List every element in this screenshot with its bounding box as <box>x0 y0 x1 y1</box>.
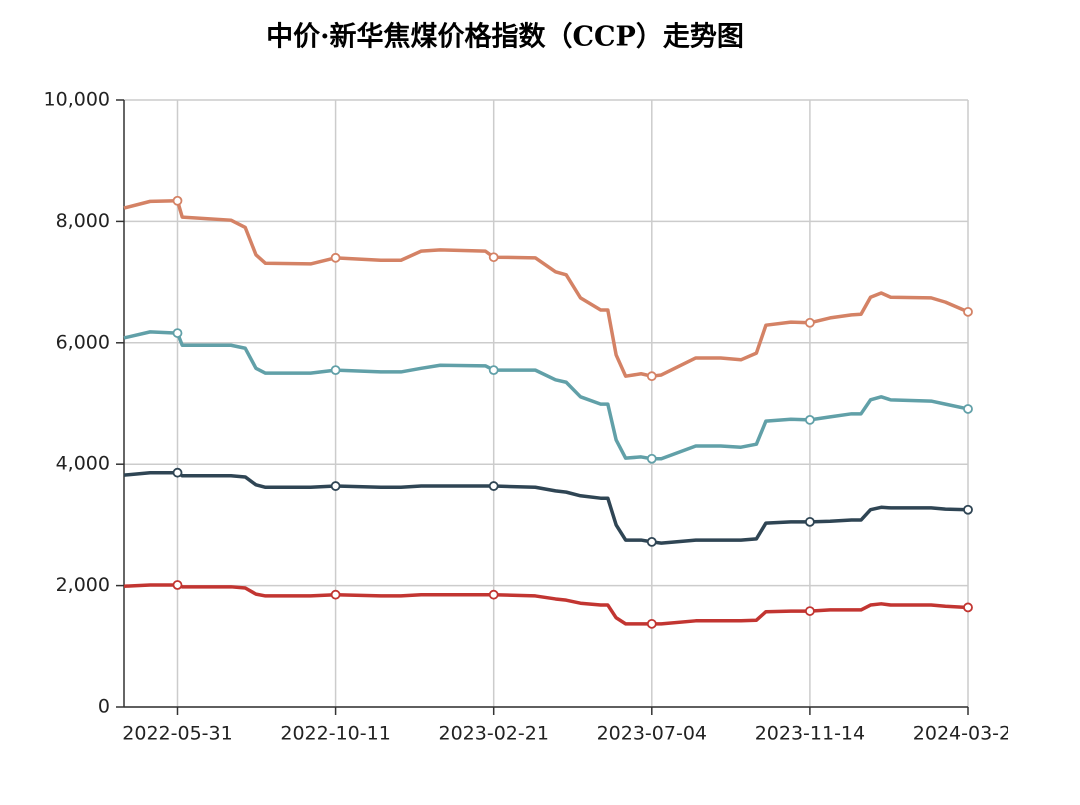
y-tick-label: 2,000 <box>56 574 110 596</box>
y-tick-label: 8,000 <box>56 210 110 232</box>
point <box>488 252 499 263</box>
point <box>646 371 657 382</box>
point <box>804 606 815 616</box>
y-tick-label: 0 <box>98 696 110 718</box>
point <box>646 536 657 547</box>
y-tick-label: 4,000 <box>56 453 110 475</box>
y-tick-label: 10,000 <box>44 89 110 111</box>
point <box>804 317 815 328</box>
point <box>963 306 973 317</box>
point <box>172 195 183 206</box>
point <box>646 453 657 464</box>
x-tick-label: 2024-03-26 <box>913 723 1008 745</box>
point <box>488 365 499 376</box>
x-tick-label: 2022-10-11 <box>280 723 390 745</box>
series-line <box>123 199 969 378</box>
chart-title: 中价·新华焦煤价格指数（CCP）走势图 <box>266 21 744 53</box>
point <box>172 580 183 590</box>
point <box>330 365 341 376</box>
point <box>330 481 341 491</box>
point <box>172 467 183 478</box>
point <box>330 252 341 263</box>
point <box>963 602 973 613</box>
point <box>963 504 973 515</box>
point <box>804 414 815 425</box>
point <box>488 481 499 491</box>
x-tick-label: 2023-02-21 <box>438 723 548 745</box>
x-tick-label: 2023-07-04 <box>597 723 707 745</box>
y-tick-label: 6,000 <box>56 331 110 353</box>
point <box>804 516 815 527</box>
series-line <box>123 330 969 461</box>
point <box>488 589 499 600</box>
point <box>646 618 657 629</box>
chart: 中价·新华焦煤价格指数（CCP）走势图 0 2,000 4,000 6,000 8,00… <box>44 21 1024 745</box>
series-line <box>123 583 969 626</box>
x-tick-label: 2022-05-31 <box>122 723 232 745</box>
x-tick-label: 2023-11-14 <box>755 723 865 745</box>
series-line <box>123 470 969 545</box>
point <box>172 328 183 338</box>
point <box>330 589 341 600</box>
point <box>963 404 973 414</box>
